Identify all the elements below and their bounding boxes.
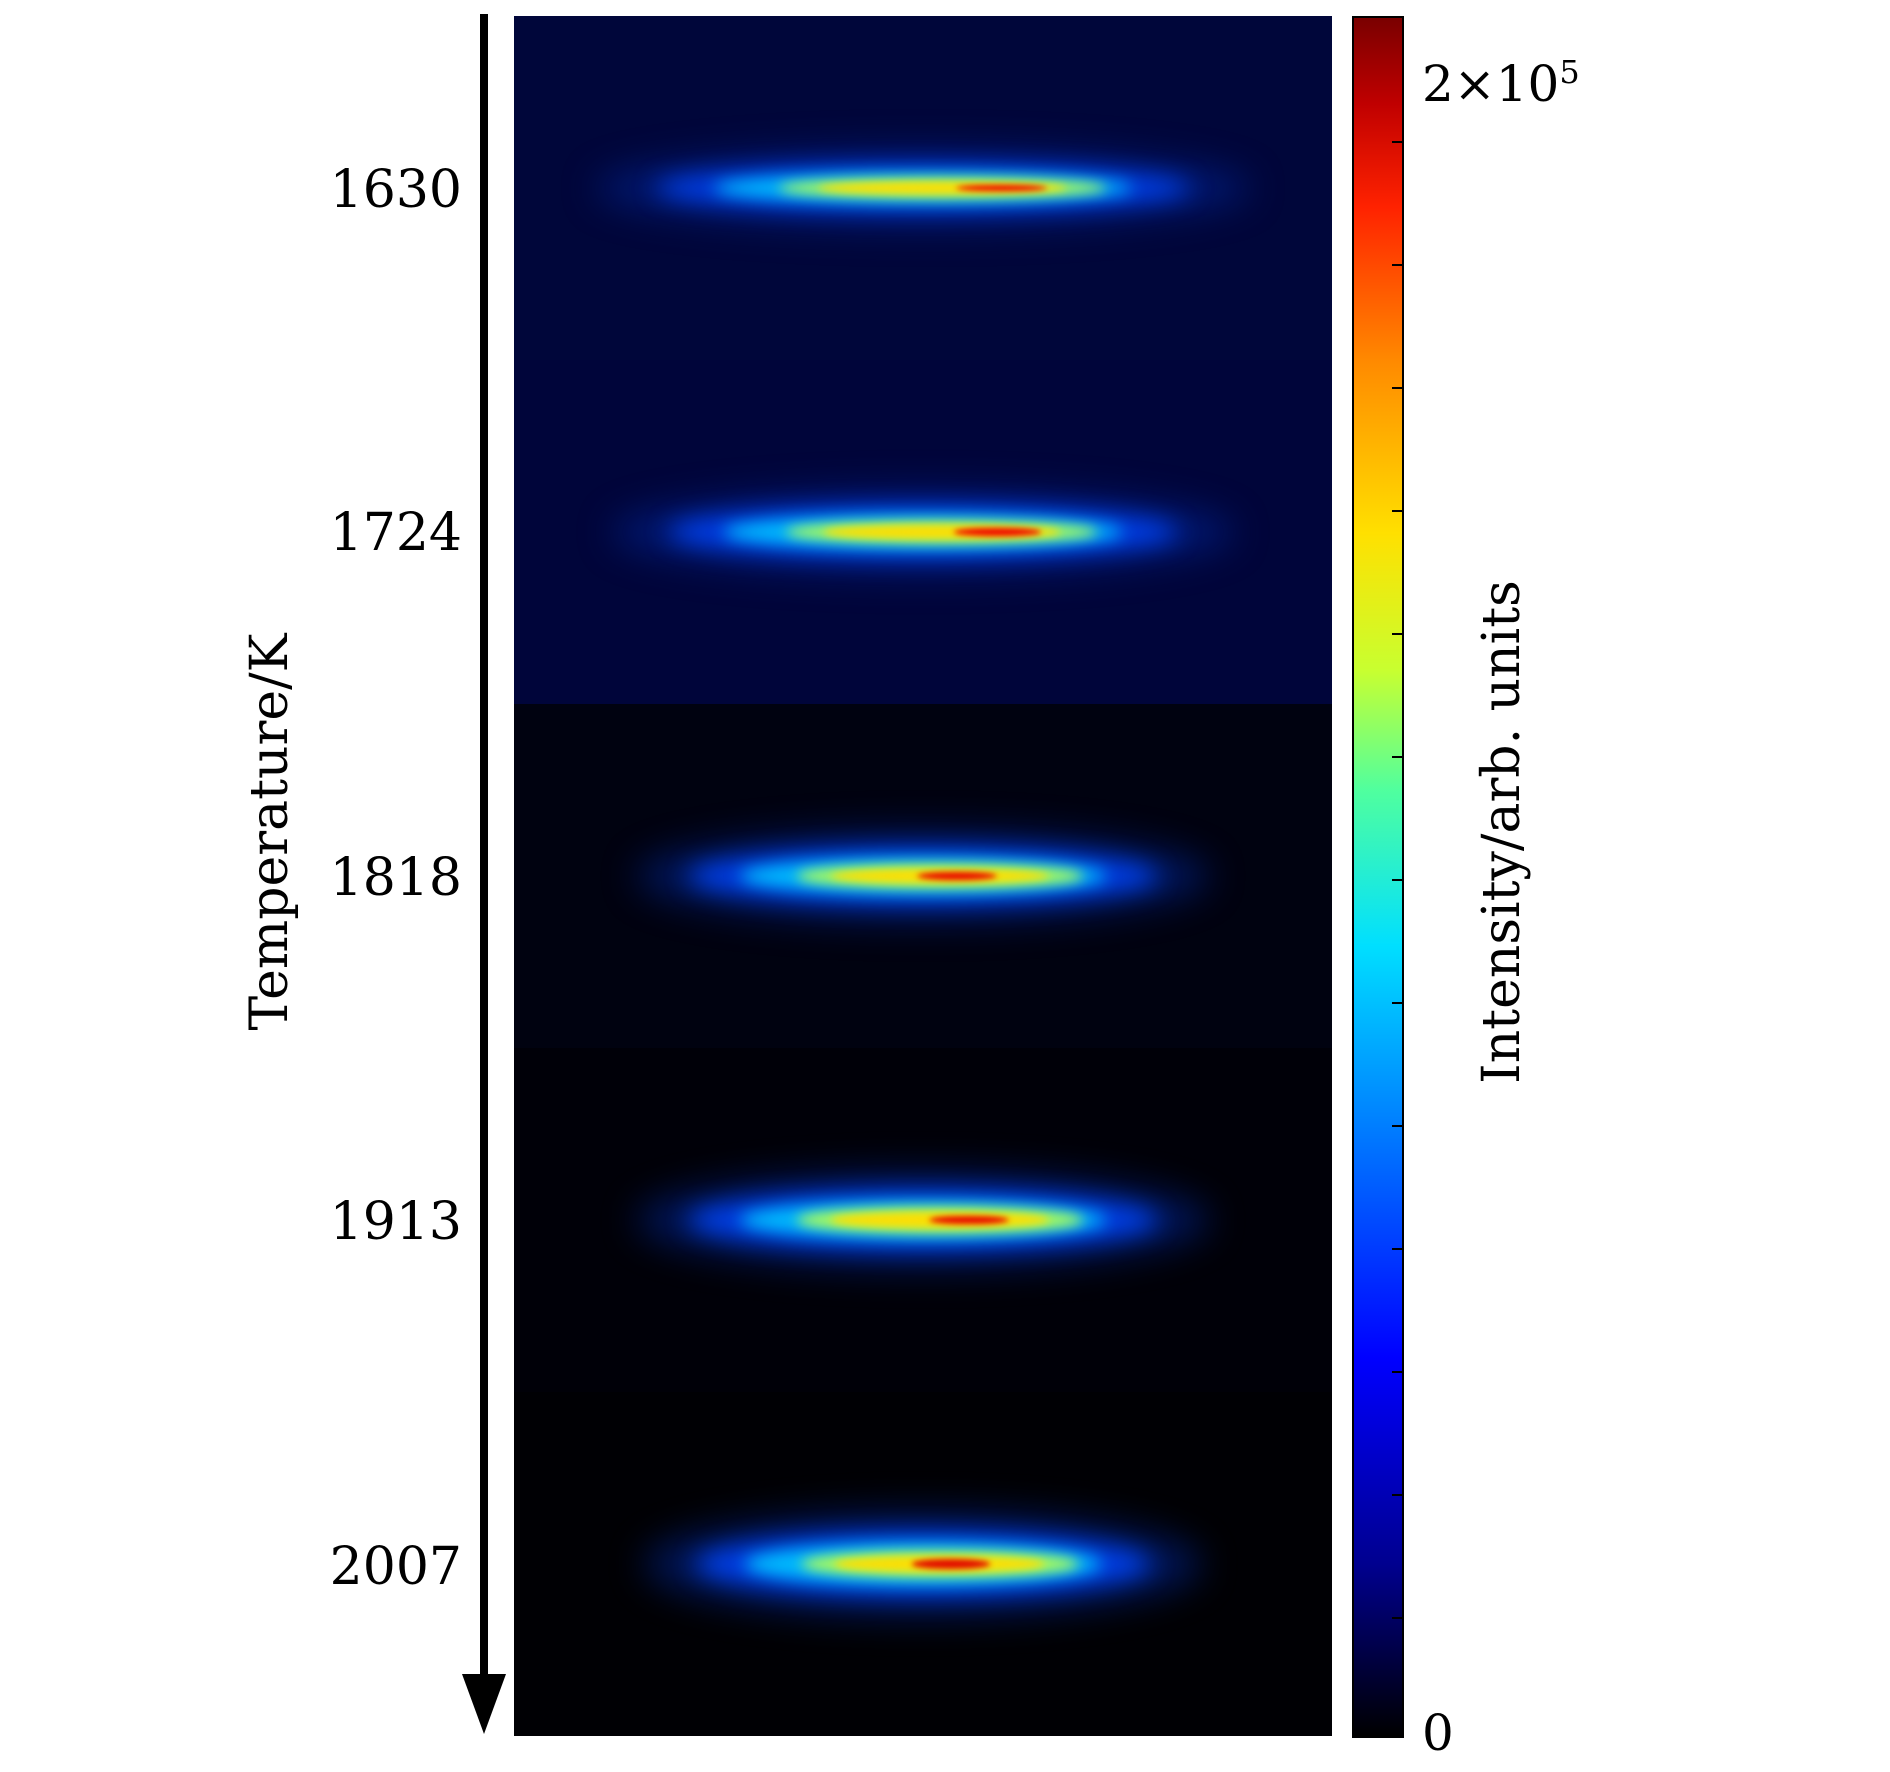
colorbar-tick [1392, 1617, 1402, 1619]
tick-label-1913: 1913 [329, 1192, 462, 1252]
plume-peak [928, 1215, 1009, 1225]
colorbar-max-label: 2×105 [1422, 53, 1580, 113]
image-panel-1818 [514, 704, 1332, 1048]
tick-label-1724: 1724 [329, 503, 462, 563]
colorbar-tick [1392, 1371, 1402, 1373]
colorbar-tick [1392, 387, 1402, 389]
colorbar-tick [1392, 141, 1402, 143]
colorbar-tick [1392, 756, 1402, 758]
colorbar-tick [1392, 879, 1402, 881]
colorbar-tick [1392, 1494, 1402, 1496]
image-panel-1724 [514, 360, 1332, 704]
plume-peak [917, 871, 998, 881]
colorbar-tick [1392, 633, 1402, 635]
tick-label-1818: 1818 [329, 848, 462, 908]
intensity-image-stack [514, 16, 1332, 1738]
colorbar-tick [1392, 510, 1402, 512]
image-panel-1630 [514, 16, 1332, 360]
plume-peak [911, 1559, 990, 1569]
colorbar-tick [1392, 1125, 1402, 1127]
image-panel-2007 [514, 1392, 1332, 1736]
tick-label-1630: 1630 [329, 160, 462, 220]
y-axis-label: Temperature/K [240, 633, 300, 1031]
tick-label-2007: 2007 [329, 1537, 462, 1597]
colorbar-title: Intensity/arb. units [1472, 580, 1532, 1084]
colorbar-tick [1392, 264, 1402, 266]
temperature-arrow [462, 14, 506, 1734]
colorbar-tick [1392, 1002, 1402, 1004]
colorbar [1352, 16, 1404, 1738]
colorbar-min-label: 0 [1422, 1704, 1454, 1762]
arrow-shaft [480, 14, 488, 1694]
plume-peak [954, 528, 1042, 536]
image-panel-1913 [514, 1048, 1332, 1392]
arrow-head [462, 1674, 506, 1734]
plume-peak [955, 184, 1048, 192]
colorbar-tick [1392, 1248, 1402, 1250]
